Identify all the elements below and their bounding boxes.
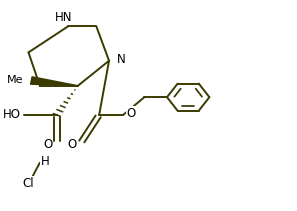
Text: N: N	[117, 53, 126, 66]
Text: H: H	[40, 155, 49, 168]
Text: Cl: Cl	[23, 177, 34, 190]
Text: O: O	[127, 107, 136, 120]
Text: HN: HN	[55, 11, 72, 24]
Text: HO: HO	[3, 108, 21, 121]
Text: Me: Me	[7, 75, 23, 85]
Polygon shape	[31, 77, 78, 86]
Text: O: O	[67, 138, 76, 150]
Text: O: O	[43, 138, 52, 151]
